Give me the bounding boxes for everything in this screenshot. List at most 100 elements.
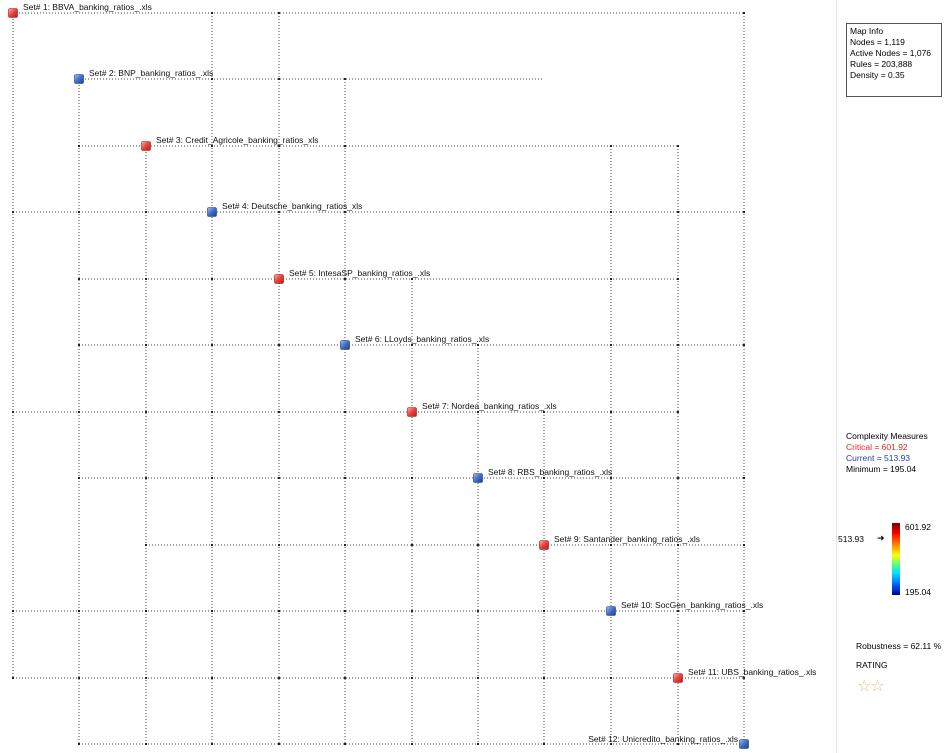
map-junction-dot <box>677 610 679 612</box>
map-junction-dot <box>145 411 147 413</box>
map-junction-dot <box>145 344 147 346</box>
map-info-title: Map Info <box>850 26 884 36</box>
map-junction-dot <box>543 677 545 679</box>
map-node-marker[interactable] <box>274 274 284 284</box>
map-node-marker[interactable] <box>539 540 549 550</box>
map-junction-dot <box>477 544 479 546</box>
map-node-set-1[interactable]: Set# 1: BBVA_banking_ratios_.xls <box>8 2 152 18</box>
map-junction-dot <box>78 610 80 612</box>
map-node-marker[interactable] <box>606 606 616 616</box>
map-junction-dot <box>743 544 745 546</box>
map-junction-dot <box>211 145 213 147</box>
map-junction-dot <box>477 743 479 745</box>
map-junction-dot <box>278 211 280 213</box>
legend-max-value: 601.92 <box>905 522 931 532</box>
map-junction-dot <box>344 544 346 546</box>
complexity-minimum: Minimum = 195.04 <box>846 464 917 474</box>
complexity-map[interactable]: Set# 1: BBVA_banking_ratios_.xls Set# 2: … <box>0 0 836 753</box>
map-junction-dot <box>477 411 479 413</box>
map-node-set-7[interactable]: Set# 7: Nordea_banking_ratios_.xls <box>407 401 557 417</box>
map-junction-dot <box>677 145 679 147</box>
map-junction-dot <box>411 544 413 546</box>
map-node-set-2[interactable]: Set# 2: BNP_banking_ratios_.xls <box>74 68 214 84</box>
map-junction-dot <box>411 743 413 745</box>
map-junction-dot <box>677 278 679 280</box>
color-scale-bar <box>892 523 900 595</box>
map-junction-dot <box>12 677 14 679</box>
map-junction-dot <box>278 544 280 546</box>
robustness-value: Robustness = 62.11 % <box>856 641 942 651</box>
map-node-marker[interactable] <box>141 141 151 151</box>
map-junction-dot <box>278 477 280 479</box>
map-junction-dot <box>211 610 213 612</box>
map-junction-dot <box>211 477 213 479</box>
map-junction-dot <box>145 610 147 612</box>
map-junction-dot <box>211 78 213 80</box>
map-node-set-5[interactable]: Set# 5: IntesaSP_banking_ratios_.xls <box>274 268 431 284</box>
map-node-set-10[interactable]: Set# 10: SocGen_banking_ratios_.xls <box>606 600 764 616</box>
map-node-marker[interactable] <box>8 8 18 18</box>
map-junction-dot <box>610 477 612 479</box>
rating-stars-icon: ☆☆ <box>857 678 885 695</box>
map-junction-dot <box>278 344 280 346</box>
map-junction-dot <box>145 677 147 679</box>
map-junction-dot <box>211 677 213 679</box>
map-node-marker[interactable] <box>74 74 84 84</box>
map-junction-dot <box>344 78 346 80</box>
map-node-marker[interactable] <box>407 407 417 417</box>
map-node-label: Set# 8: RBS_banking_ratios_.xls <box>488 467 612 477</box>
map-node-marker[interactable] <box>207 207 217 217</box>
legend-current-value: 513.93 <box>838 533 864 544</box>
map-junction-dot <box>78 344 80 346</box>
map-node-set-3[interactable]: Set# 3: Credit_Agricole_banking_ratios_x… <box>141 135 319 151</box>
map-junction-dot <box>677 344 679 346</box>
complexity-critical: Critical = 601.92 <box>846 442 908 452</box>
map-node-set-9[interactable]: Set# 9: Santander_banking_ratios_.xls <box>539 534 701 550</box>
map-junction-dot <box>477 677 479 679</box>
map-junction-dot <box>743 477 745 479</box>
map-node-set-12[interactable]: Set# 12: Unicredito_banking_ratios_.xls <box>588 734 749 749</box>
map-junction-dot <box>677 477 679 479</box>
map-node-marker[interactable] <box>340 340 350 350</box>
map-junction-dot <box>344 677 346 679</box>
map-junction-dot <box>477 610 479 612</box>
map-node-label: Set# 9: Santander_banking_ratios_.xls <box>554 534 700 544</box>
map-junction-dot <box>211 12 213 14</box>
map-node-marker[interactable] <box>473 473 483 483</box>
map-junction-dot <box>278 145 280 147</box>
map-junction-dot <box>211 278 213 280</box>
map-node-label: Set# 11: UBS_banking_ratios_.xls <box>688 667 816 677</box>
map-junction-dot <box>677 743 679 745</box>
map-node-set-6[interactable]: Set# 6: LLoyds_banking_ratios_.xls <box>340 334 490 350</box>
map-junction-dot <box>12 411 14 413</box>
map-junction-dot <box>145 211 147 213</box>
map-junction-dot <box>677 411 679 413</box>
map-junction-dot <box>78 477 80 479</box>
map-junction-dot <box>543 411 545 413</box>
map-junction-dot <box>211 411 213 413</box>
map-node-label: Set# 10: SocGen_banking_ratios_.xls <box>621 600 763 610</box>
map-junction-dot <box>344 411 346 413</box>
map-node-label: Set# 3: Credit_Agricole_banking_ratios_x… <box>156 135 319 145</box>
map-junction-dot <box>78 145 80 147</box>
map-node-set-11[interactable]: Set# 11: UBS_banking_ratios_.xls <box>673 667 817 683</box>
current-marker-arrow-icon: ➜ <box>877 532 885 543</box>
map-node-label: Set# 2: BNP_banking_ratios_.xls <box>89 68 213 78</box>
map-junction-dot <box>411 278 413 280</box>
color-legend: 601.92 195.04 513.93 ➜ <box>837 520 949 600</box>
map-junction-dot <box>278 78 280 80</box>
map-junction-dot <box>677 211 679 213</box>
map-junction-dot <box>211 344 213 346</box>
map-junction-dot <box>344 743 346 745</box>
map-junction-dot <box>278 411 280 413</box>
map-node-label: Set# 6: LLoyds_banking_ratios_.xls <box>355 334 489 344</box>
map-node-marker[interactable] <box>673 673 683 683</box>
map-junction-dot <box>610 145 612 147</box>
map-info-density: Density = 0.35 <box>850 70 905 80</box>
map-node-set-8[interactable]: Set# 8: RBS_banking_ratios_.xls <box>473 467 613 483</box>
map-junction-dot <box>610 411 612 413</box>
map-node-marker[interactable] <box>739 739 749 749</box>
rating-label: RATING <box>856 660 888 670</box>
map-node-set-4[interactable]: Set# 4: Deutsche_banking_ratios_xls <box>207 201 363 217</box>
map-graph[interactable]: Set# 1: BBVA_banking_ratios_.xls Set# 2: … <box>0 0 836 753</box>
